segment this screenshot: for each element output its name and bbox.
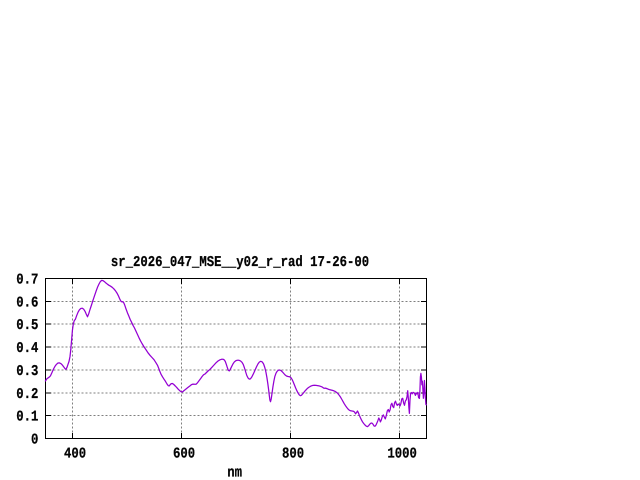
- svg-text:0.1: 0.1: [16, 409, 38, 426]
- svg-text:0: 0: [31, 432, 38, 449]
- svg-text:nm: nm: [227, 464, 242, 480]
- svg-text:0.5: 0.5: [16, 317, 38, 334]
- svg-text:0.3: 0.3: [16, 363, 38, 380]
- svg-text:600: 600: [173, 446, 195, 463]
- svg-text:sr_2026_047_MSE__y02_r_rad 17-: sr_2026_047_MSE__y02_r_rad 17-26-00: [111, 254, 369, 271]
- svg-text:1000: 1000: [387, 446, 417, 463]
- svg-text:800: 800: [282, 446, 304, 463]
- svg-text:400: 400: [64, 446, 86, 463]
- svg-text:0.6: 0.6: [16, 294, 38, 311]
- svg-text:0.4: 0.4: [16, 340, 38, 357]
- svg-text:0.2: 0.2: [16, 386, 38, 403]
- svg-text:0.7: 0.7: [16, 272, 38, 289]
